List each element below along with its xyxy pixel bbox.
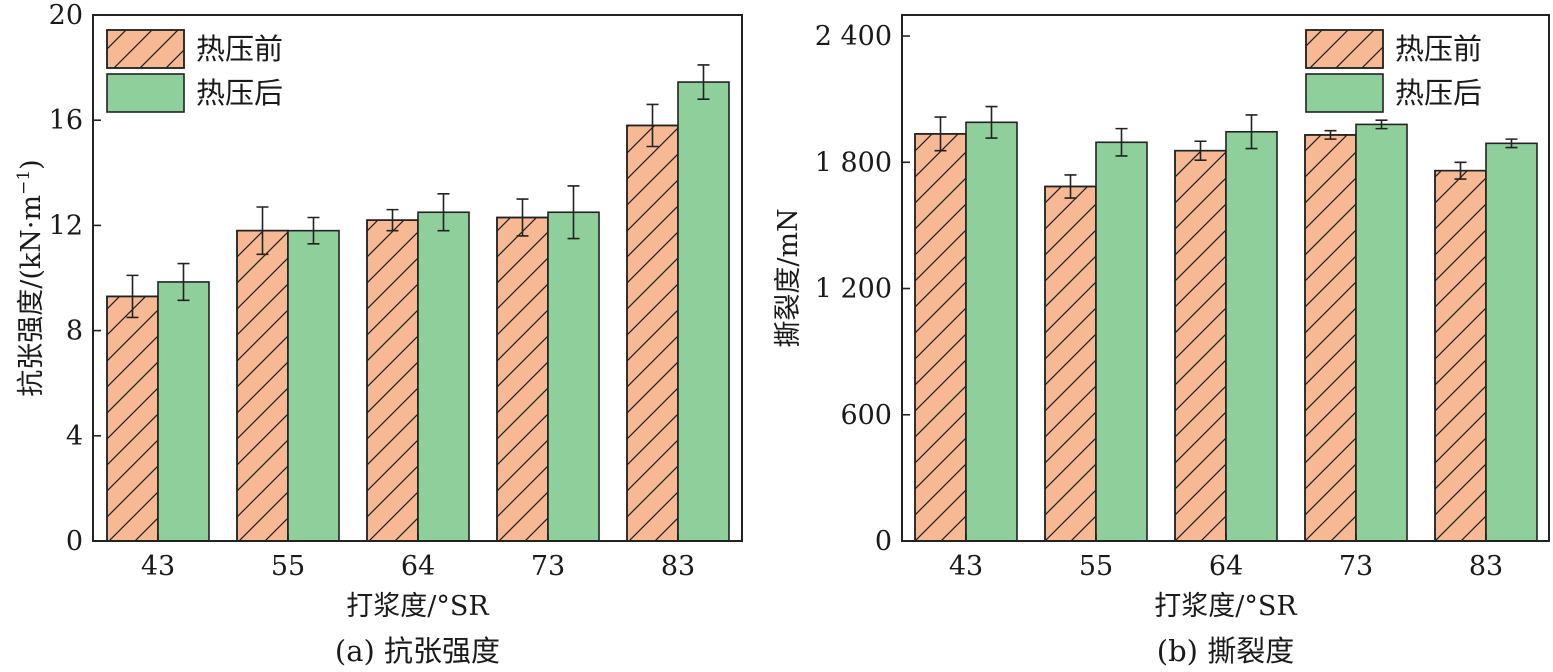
tensile-bar-hatch-64 (366, 219, 419, 542)
tensile-bar-after-43 (157, 281, 210, 542)
tensile-axis-ticks: 43 55 64 73 83 0 4 8 12 16 20 (49, 0, 696, 582)
tensile-error-bar-before-55 (256, 206, 269, 256)
tear-x-tick-label: 43 (949, 551, 983, 582)
tear-y-axis-label-main: 撕裂度/mN (773, 208, 804, 347)
tear-x-tick-label: 64 (1209, 551, 1243, 582)
tear-y-axis-label: 撕裂度/mN (773, 208, 804, 347)
tear-axis-ticks: 43 55 64 73 83 0 600 1 200 1 800 2 400 (815, 21, 1503, 582)
tensile-x-tick-label: 83 (661, 551, 695, 582)
tensile-y-axis-label: 抗张强度/(kN·m−1) (14, 159, 47, 396)
tensile-legend-label-after: 热压后 (196, 76, 283, 110)
tear-error-bar-after-55 (1115, 127, 1128, 157)
tear-error-bar-after-43 (985, 105, 998, 139)
tear-bar-hatch-43 (914, 133, 967, 542)
tear-bar-hatch-73 (1304, 134, 1357, 542)
tear-y-tick-label: 2 400 (815, 21, 892, 52)
tear-y-tick-label: 1 800 (815, 147, 892, 178)
tensile-plot-frame (92, 14, 743, 542)
tensile-error-bar-before-83 (646, 103, 659, 148)
tear-legend-hatch (1305, 29, 1384, 69)
tensile-x-tick-label: 55 (271, 551, 305, 582)
tear-x-tick-label: 55 (1079, 551, 1113, 582)
tear-caption: (b) 撕裂度 (1157, 634, 1294, 668)
tensile-legend-label-before: 热压前 (196, 32, 283, 66)
tensile-y-tick-label: 20 (49, 0, 83, 31)
tear-legend-label-after: 热压后 (1395, 76, 1482, 110)
tear-error-bar-before-43 (934, 116, 947, 152)
tensile-bar-after-73 (547, 211, 600, 542)
tear-bar-after-83 (1485, 142, 1538, 542)
tensile-legend-swatch-after (106, 73, 185, 113)
tensile-y-axis-label-sup: −1 (14, 170, 34, 195)
tear-error-bar-before-83 (1454, 161, 1467, 180)
tear-y-tick-label: 1 200 (815, 274, 892, 305)
tear-error-bar-before-64 (1194, 140, 1207, 161)
tensile-legend-hatch (106, 29, 185, 69)
tear-legend-label-before: 热压前 (1395, 32, 1482, 66)
tensile-error-bar-before-64 (386, 208, 399, 232)
tensile-y-tick-label: 8 (66, 316, 83, 347)
tensile-bars (106, 64, 730, 542)
tensile-error-bar-after-43 (177, 262, 190, 302)
tensile-y-axis-label-close: ) (16, 159, 47, 170)
tensile-bar-hatch-43 (106, 295, 159, 542)
tear-bar-hatch-55 (1044, 185, 1097, 542)
tensile-bar-hatch-83 (626, 124, 679, 542)
tear-x-tick-label: 83 (1469, 551, 1503, 582)
tensile-error-bar-after-83 (697, 64, 710, 100)
tensile-y-tick-label: 4 (66, 421, 83, 452)
tensile-error-bar-before-43 (126, 274, 139, 319)
tear-bars (914, 105, 1538, 542)
tensile-x-axis-label: 打浆度/°SR (346, 591, 489, 622)
tensile-error-bar-after-55 (307, 216, 320, 245)
tear-bar-after-73 (1355, 123, 1408, 542)
tear-error-bar-before-55 (1064, 174, 1077, 199)
tensile-y-tick-label: 16 (49, 105, 83, 136)
tensile-bar-hatch-73 (496, 216, 549, 542)
tear-bar-after-55 (1095, 141, 1148, 542)
tear-error-bar-after-73 (1375, 119, 1388, 130)
tear-x-axis-label: 打浆度/°SR (1154, 591, 1297, 622)
tensile-x-tick-label: 64 (401, 551, 435, 582)
tensile-bar-after-83 (677, 81, 730, 542)
tear-bar-after-43 (965, 121, 1018, 542)
tensile-error-bar-before-73 (516, 198, 529, 237)
tensile-bar-after-55 (287, 229, 340, 542)
tensile-bar-hatch-55 (236, 229, 289, 542)
tear-plot-frame (901, 14, 1550, 542)
tensile-x-tick-label: 43 (141, 551, 175, 582)
tear-bar-after-64 (1225, 130, 1278, 542)
tear-bar-hatch-83 (1434, 169, 1487, 542)
tensile-error-bar-after-73 (567, 185, 580, 240)
tensile-error-bar-after-64 (437, 193, 450, 232)
tear-error-bar-after-64 (1245, 114, 1258, 150)
tear-bar-hatch-64 (1174, 149, 1227, 542)
tear-y-tick-label: 0 (875, 526, 892, 557)
tensile-y-tick-label: 12 (49, 210, 83, 241)
tensile-y-tick-label: 0 (66, 526, 83, 557)
tensile-bar-after-64 (417, 211, 470, 542)
tear-error-bar-before-73 (1324, 129, 1337, 140)
tear-x-tick-label: 73 (1339, 551, 1373, 582)
tensile-x-tick-label: 73 (531, 551, 565, 582)
tear-error-bar-after-83 (1505, 138, 1518, 149)
tear-y-tick-label: 600 (840, 400, 892, 431)
tensile-y-axis-label-main: 抗张强度/(kN·m (16, 195, 47, 397)
tear-legend-swatch-after (1305, 73, 1384, 113)
tensile-caption: (a) 抗张强度 (335, 634, 500, 668)
